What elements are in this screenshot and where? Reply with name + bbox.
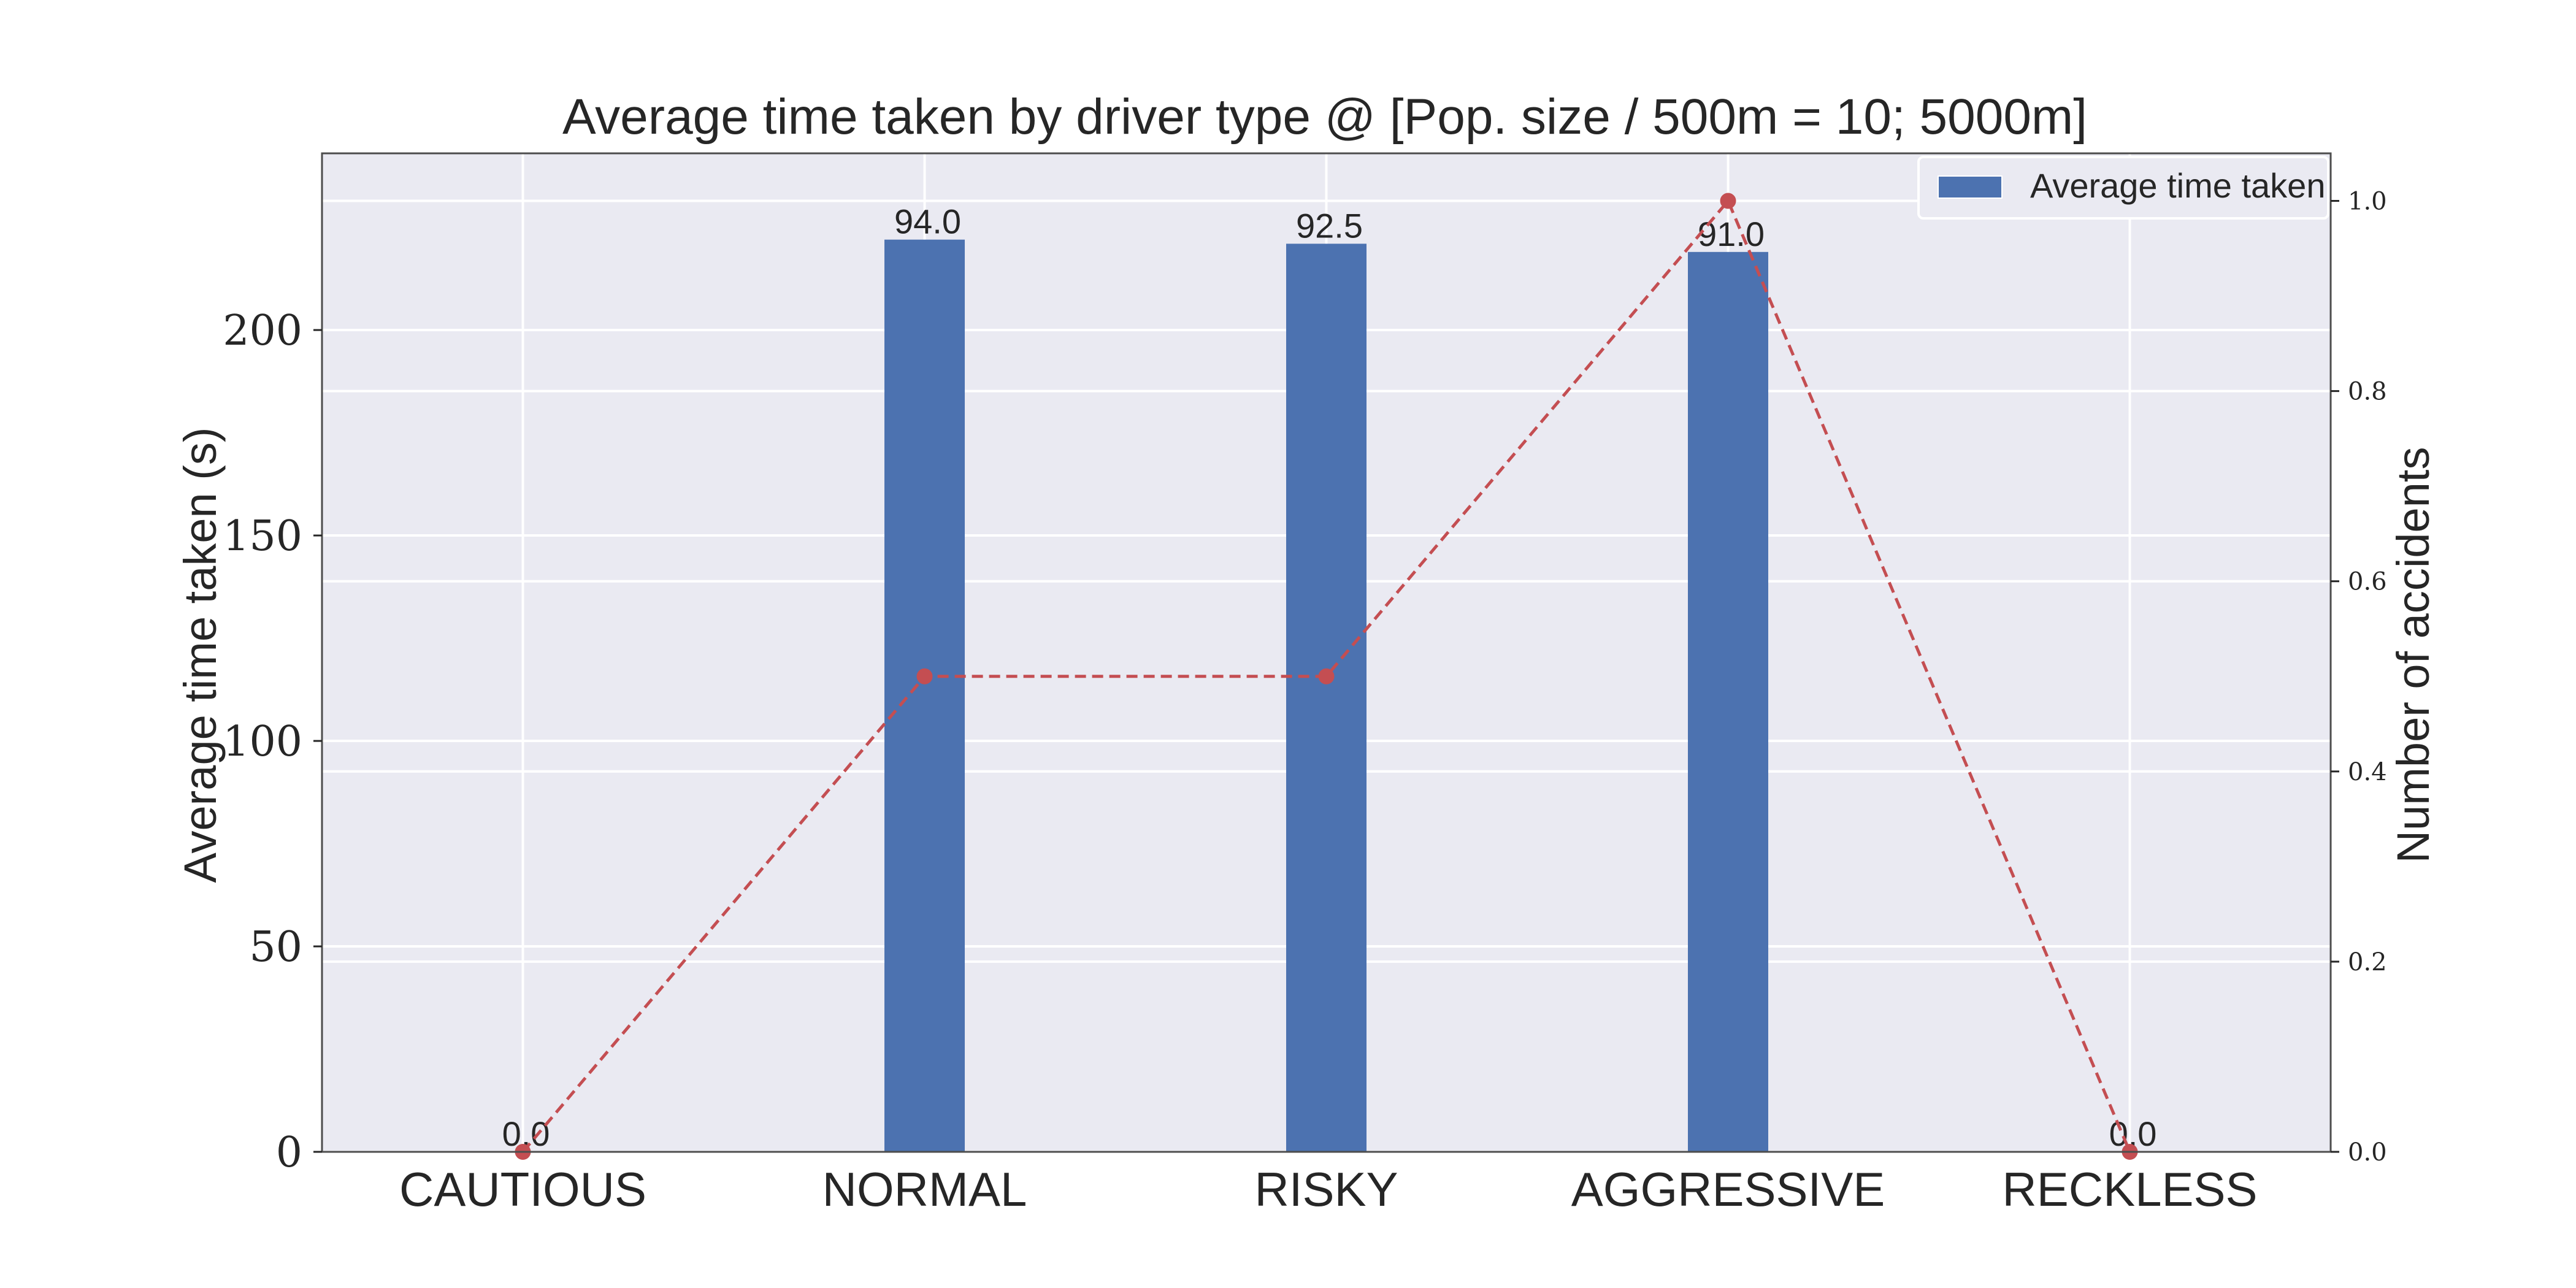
bar-value-label-normal: 94.0 bbox=[894, 202, 961, 241]
legend-label-average-time-taken: Average time taken bbox=[2030, 166, 2325, 205]
legend: Average time taken bbox=[1917, 156, 2329, 220]
y-tick-label: 100 bbox=[223, 718, 302, 766]
accidents-point-aggressive bbox=[1720, 193, 1736, 209]
plot-frame bbox=[321, 152, 2332, 1153]
accidents-point-normal bbox=[916, 668, 933, 684]
legend-swatch-average-time-taken bbox=[1938, 175, 2003, 199]
bar-value-label-risky: 92.5 bbox=[1296, 206, 1363, 245]
y2-axis-label: Number of accidents bbox=[2388, 447, 2439, 864]
bar-normal bbox=[884, 239, 965, 1152]
legend-box bbox=[1917, 156, 2329, 220]
chart-title: Average time taken by driver type @ [Pop… bbox=[562, 89, 2087, 145]
y-tick-label: 50 bbox=[249, 923, 302, 972]
y-tick-label: 0 bbox=[276, 1129, 302, 1177]
bar-risky bbox=[1286, 243, 1367, 1152]
y-tick-label: 150 bbox=[223, 512, 302, 561]
bar-aggressive bbox=[1688, 251, 1768, 1152]
y-tick-label: 200 bbox=[223, 307, 302, 355]
y2-tick-label: 0.4 bbox=[2348, 758, 2387, 786]
y2-tick-label: 1.0 bbox=[2348, 188, 2387, 216]
x-tick-label-aggressive: AGGRESSIVE bbox=[1571, 1162, 1885, 1216]
y2-tick-label: 0.0 bbox=[2348, 1138, 2387, 1167]
bar-series bbox=[884, 239, 1768, 1152]
x-tick-label-cautious: CAUTIOUS bbox=[399, 1162, 646, 1216]
accidents-point-risky bbox=[1318, 668, 1335, 684]
y2-tick-label: 0.2 bbox=[2348, 948, 2387, 976]
bar-value-label-aggressive: 91.0 bbox=[1698, 215, 1765, 253]
x-tick-label-reckless: RECKLESS bbox=[2002, 1162, 2257, 1216]
x-tick-label-risky: RISKY bbox=[1254, 1162, 1398, 1216]
axes: 0 50 100 150 200 0.0 0.2 0.4 0.6 0.8 1.0 CAUTIOUS NO… bbox=[223, 188, 2386, 1216]
y-axis-label: Average time taken (s) bbox=[175, 427, 226, 883]
y2-tick-label: 0.6 bbox=[2348, 568, 2387, 596]
y2-tick-label: 0.8 bbox=[2348, 378, 2387, 406]
x-tick-label-normal: NORMAL bbox=[822, 1162, 1027, 1216]
